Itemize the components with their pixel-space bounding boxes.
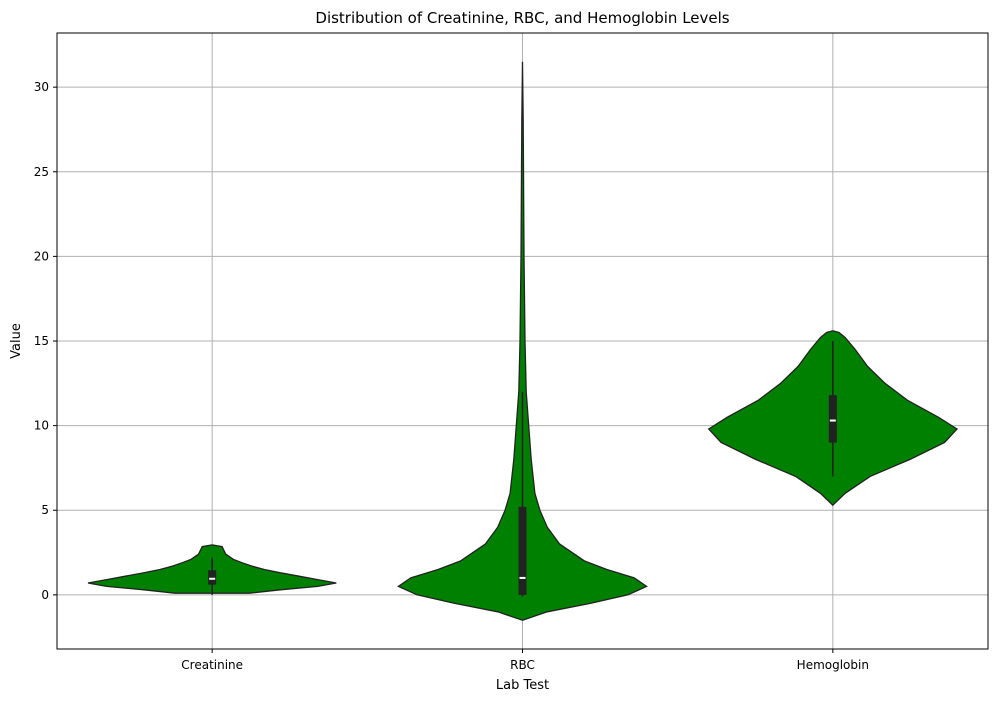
median-hemoglobin xyxy=(829,419,836,422)
y-tick-label: 25 xyxy=(34,165,49,179)
tick-layer: 0 5 10 15 20 25 30 Creatinine RBC Hemoglobin xyxy=(34,80,869,672)
median-rbc xyxy=(519,576,526,579)
y-axis-label: Value xyxy=(9,323,24,359)
y-tick-label: 15 xyxy=(34,334,49,348)
y-tick-label: 0 xyxy=(41,588,49,602)
chart-title: Distribution of Creatinine, RBC, and Hem… xyxy=(315,9,729,27)
y-tick-label: 20 xyxy=(34,249,49,263)
violin-layer xyxy=(87,61,959,621)
x-axis-label: Lab Test xyxy=(496,678,549,693)
x-tick-label: Hemoglobin xyxy=(797,658,869,672)
y-tick-label: 30 xyxy=(34,80,49,94)
violin-rbc xyxy=(397,61,648,621)
x-tick-label: RBC xyxy=(510,658,535,672)
iqr-box-rbc xyxy=(518,506,527,595)
median-creatinine xyxy=(209,577,216,580)
x-tick-label: Creatinine xyxy=(181,658,243,672)
y-tick-label: 10 xyxy=(34,419,49,433)
y-tick-label: 5 xyxy=(41,503,49,517)
iqr-box-creatinine xyxy=(208,570,217,585)
iqr-box-hemoglobin xyxy=(828,395,837,443)
